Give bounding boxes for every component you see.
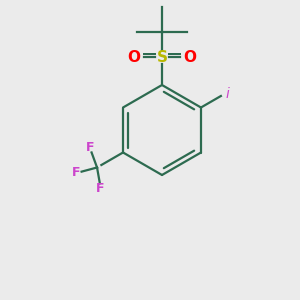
- Text: F: F: [86, 141, 94, 154]
- Text: O: O: [184, 50, 196, 64]
- Text: S: S: [157, 50, 167, 64]
- Text: F: F: [96, 182, 105, 195]
- Text: O: O: [128, 50, 140, 64]
- Text: F: F: [71, 166, 80, 179]
- Text: i: i: [225, 86, 229, 100]
